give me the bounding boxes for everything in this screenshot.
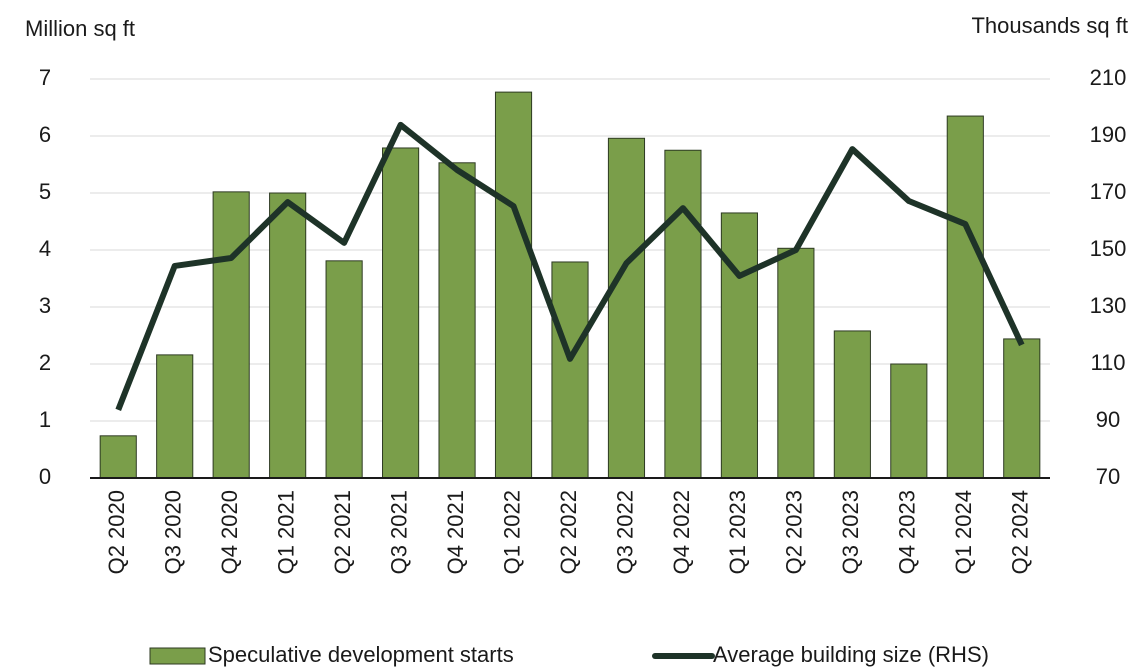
bar bbox=[325, 260, 363, 479]
y-tick-label: 0 bbox=[39, 464, 51, 489]
bar bbox=[212, 191, 250, 479]
x-tick-label: Q2 2020 bbox=[104, 490, 129, 574]
y2-tick-label: 70 bbox=[1096, 464, 1120, 489]
legend-swatch bbox=[149, 647, 206, 665]
x-tick-label: Q1 2022 bbox=[499, 490, 524, 574]
bar bbox=[833, 330, 871, 479]
bar bbox=[720, 212, 758, 479]
y-tick-label: 5 bbox=[39, 179, 51, 204]
y-tick-label: 6 bbox=[39, 122, 51, 147]
y2-tick-label: 170 bbox=[1090, 179, 1127, 204]
y2-axis-label: Thousands sq ft bbox=[971, 13, 1128, 38]
bar bbox=[156, 354, 194, 479]
bar bbox=[382, 147, 420, 479]
y2-tick-label: 90 bbox=[1096, 407, 1120, 432]
bar bbox=[494, 91, 533, 479]
y2-tick-label: 150 bbox=[1090, 236, 1127, 261]
x-tick-label: Q2 2024 bbox=[1008, 490, 1033, 574]
legend-label: Speculative development starts bbox=[208, 642, 514, 667]
y2-tick-label: 210 bbox=[1090, 65, 1127, 90]
y-tick-label: 2 bbox=[39, 350, 51, 375]
x-tick-label: Q4 2020 bbox=[217, 490, 242, 574]
bar bbox=[269, 192, 307, 479]
x-tick-label: Q4 2023 bbox=[895, 490, 920, 574]
x-tick-label: Q4 2022 bbox=[669, 490, 694, 574]
y2-tick-label: 190 bbox=[1090, 122, 1127, 147]
bar bbox=[777, 247, 815, 479]
x-tick-label: Q3 2022 bbox=[612, 490, 637, 574]
x-tick-label: Q3 2023 bbox=[838, 490, 863, 574]
x-tick-label: Q3 2021 bbox=[386, 490, 411, 574]
bar bbox=[607, 137, 646, 479]
y-tick-label: 7 bbox=[39, 65, 51, 90]
y-tick-label: 3 bbox=[39, 293, 51, 318]
bar bbox=[551, 261, 589, 479]
y-axis-label: Million sq ft bbox=[25, 16, 135, 41]
bar bbox=[664, 149, 702, 479]
y-tick-label: 1 bbox=[39, 407, 51, 432]
y2-tick-label: 110 bbox=[1090, 350, 1125, 375]
bar bbox=[99, 435, 137, 479]
x-tick-label: Q2 2023 bbox=[782, 490, 807, 574]
x-tick-label: Q1 2024 bbox=[951, 490, 976, 574]
x-tick-label: Q1 2023 bbox=[725, 490, 750, 574]
x-tick-label: Q4 2021 bbox=[443, 490, 468, 574]
y-tick-label: 4 bbox=[39, 236, 51, 261]
bar bbox=[1003, 338, 1041, 479]
bar bbox=[890, 363, 928, 479]
bar bbox=[946, 115, 984, 479]
legend-label: Average building size (RHS) bbox=[713, 642, 989, 667]
y2-tick-label: 130 bbox=[1090, 293, 1127, 318]
x-tick-label: Q2 2021 bbox=[330, 490, 355, 574]
x-tick-label: Q2 2022 bbox=[556, 490, 581, 574]
bar bbox=[438, 162, 476, 479]
line bbox=[115, 121, 1025, 411]
x-tick-label: Q1 2021 bbox=[273, 490, 298, 574]
x-tick-label: Q3 2020 bbox=[161, 490, 186, 574]
